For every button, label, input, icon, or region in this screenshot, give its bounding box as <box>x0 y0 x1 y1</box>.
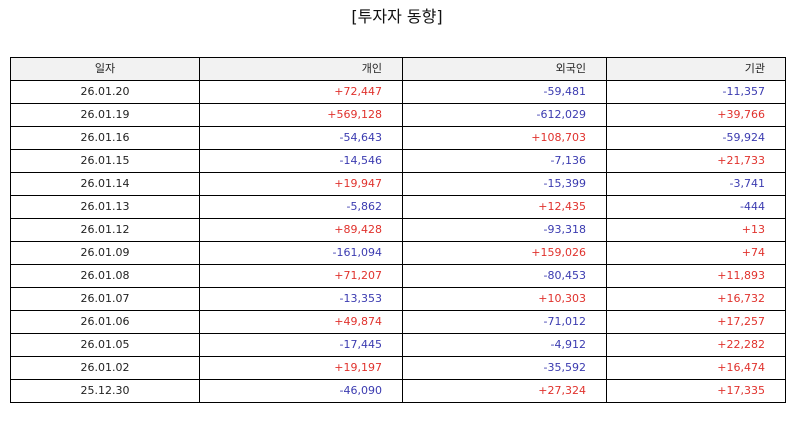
table-row: 26.01.15 -14,546 -7,136 +21,733 <box>10 149 786 173</box>
table-row: 26.01.05 -17,445 -4,912 +22,282 <box>10 333 786 357</box>
cell-foreign: -4,912 <box>402 333 607 357</box>
cell-foreign: -35,592 <box>402 356 607 380</box>
cell-individual: -5,862 <box>199 195 403 219</box>
table-row: 26.01.16 -54,643 +108,703 -59,924 <box>10 126 786 150</box>
table-row: 26.01.19 +569,128 -612,029 +39,766 <box>10 103 786 127</box>
cell-date: 26.01.14 <box>10 172 200 196</box>
cell-date: 26.01.16 <box>10 126 200 150</box>
cell-date: 26.01.06 <box>10 310 200 334</box>
cell-individual: +19,197 <box>199 356 403 380</box>
cell-institution: +74 <box>606 241 786 265</box>
cell-individual: +19,947 <box>199 172 403 196</box>
cell-foreign: -80,453 <box>402 264 607 288</box>
cell-individual: -17,445 <box>199 333 403 357</box>
cell-foreign: -612,029 <box>402 103 607 127</box>
table-row: 26.01.02 +19,197 -35,592 +16,474 <box>10 356 786 380</box>
cell-institution: -444 <box>606 195 786 219</box>
cell-date: 26.01.05 <box>10 333 200 357</box>
table-row: 26.01.08 +71,207 -80,453 +11,893 <box>10 264 786 288</box>
cell-foreign: -15,399 <box>402 172 607 196</box>
header-date: 일자 <box>10 57 200 81</box>
table-header-row: 일자 개인 외국인 기관 <box>10 57 786 81</box>
cell-date: 26.01.02 <box>10 356 200 380</box>
cell-individual: -54,643 <box>199 126 403 150</box>
cell-date: 26.01.08 <box>10 264 200 288</box>
cell-individual: -46,090 <box>199 379 403 403</box>
cell-institution: +11,893 <box>606 264 786 288</box>
cell-individual: +72,447 <box>199 80 403 104</box>
cell-institution: +39,766 <box>606 103 786 127</box>
cell-institution: -3,741 <box>606 172 786 196</box>
cell-date: 26.01.20 <box>10 80 200 104</box>
cell-institution: +16,474 <box>606 356 786 380</box>
table-row: 26.01.14 +19,947 -15,399 -3,741 <box>10 172 786 196</box>
table-row: 26.01.20 +72,447 -59,481 -11,357 <box>10 80 786 104</box>
table-row: 25.12.30 -46,090 +27,324 +17,335 <box>10 379 786 403</box>
cell-individual: +71,207 <box>199 264 403 288</box>
header-individual: 개인 <box>199 57 403 81</box>
cell-date: 25.12.30 <box>10 379 200 403</box>
cell-institution: -11,357 <box>606 80 786 104</box>
cell-individual: +89,428 <box>199 218 403 242</box>
cell-institution: +17,335 <box>606 379 786 403</box>
cell-foreign: -93,318 <box>402 218 607 242</box>
table-row: 26.01.13 -5,862 +12,435 -444 <box>10 195 786 219</box>
cell-foreign: +159,026 <box>402 241 607 265</box>
cell-individual: -14,546 <box>199 149 403 173</box>
cell-date: 26.01.13 <box>10 195 200 219</box>
cell-individual: -13,353 <box>199 287 403 311</box>
cell-individual: +569,128 <box>199 103 403 127</box>
header-foreign: 외국인 <box>402 57 607 81</box>
cell-institution: +16,732 <box>606 287 786 311</box>
cell-date: 26.01.07 <box>10 287 200 311</box>
cell-foreign: -59,481 <box>402 80 607 104</box>
cell-date: 26.01.09 <box>10 241 200 265</box>
table-row: 26.01.06 +49,874 -71,012 +17,257 <box>10 310 786 334</box>
cell-institution: +22,282 <box>606 333 786 357</box>
cell-date: 26.01.15 <box>10 149 200 173</box>
cell-foreign: +27,324 <box>402 379 607 403</box>
cell-foreign: -71,012 <box>402 310 607 334</box>
cell-date: 26.01.12 <box>10 218 200 242</box>
table-row: 26.01.09 -161,094 +159,026 +74 <box>10 241 786 265</box>
cell-individual: -161,094 <box>199 241 403 265</box>
investor-trend-table: 일자 개인 외국인 기관 26.01.20 +72,447 -59,481 -11,3… <box>10 57 786 403</box>
cell-institution: +21,733 <box>606 149 786 173</box>
cell-foreign: +12,435 <box>402 195 607 219</box>
cell-foreign: -7,136 <box>402 149 607 173</box>
cell-individual: +49,874 <box>199 310 403 334</box>
cell-foreign: +108,703 <box>402 126 607 150</box>
cell-institution: -59,924 <box>606 126 786 150</box>
cell-foreign: +10,303 <box>402 287 607 311</box>
cell-date: 26.01.19 <box>10 103 200 127</box>
header-institution: 기관 <box>606 57 786 81</box>
cell-institution: +13 <box>606 218 786 242</box>
table-row: 26.01.07 -13,353 +10,303 +16,732 <box>10 287 786 311</box>
table-body: 26.01.20 +72,447 -59,481 -11,357 26.01.19 +56… <box>10 80 786 403</box>
page-title: [투자자 동향] <box>351 7 443 26</box>
table-row: 26.01.12 +89,428 -93,318 +13 <box>10 218 786 242</box>
cell-institution: +17,257 <box>606 310 786 334</box>
